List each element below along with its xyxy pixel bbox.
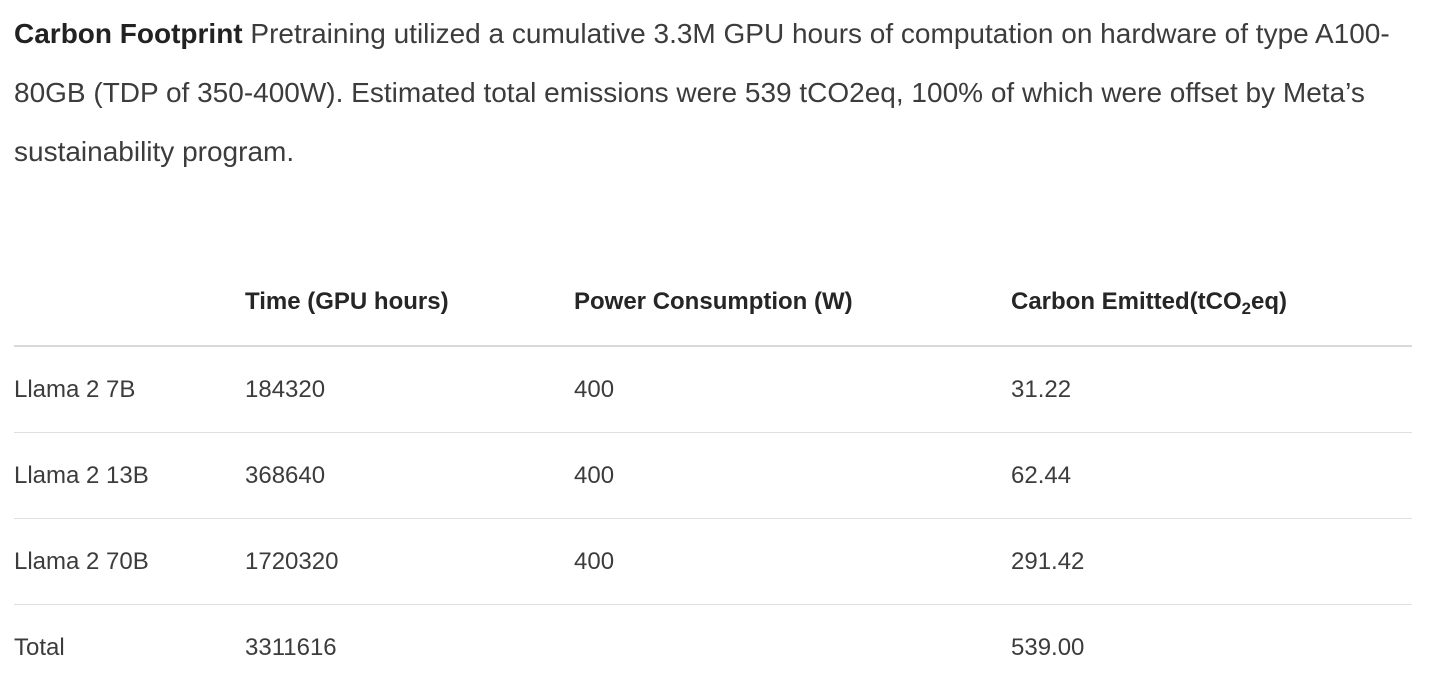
- header-power: Power Consumption (W): [574, 258, 1011, 347]
- header-time: Time (GPU hours): [245, 258, 574, 347]
- table-row: Llama 2 7B 184320 400 31.22: [14, 346, 1412, 433]
- cell-power: 400: [574, 432, 1011, 519]
- header-carbon-subscript: 2: [1241, 298, 1252, 318]
- cell-time: 184320: [245, 346, 574, 433]
- header-carbon-suffix: eq): [1251, 287, 1288, 315]
- cell-power: [574, 605, 1011, 690]
- header-model: [14, 258, 245, 347]
- carbon-emissions-table: Time (GPU hours) Power Consumption (W) C…: [14, 258, 1412, 690]
- cell-model: Llama 2 70B: [14, 518, 245, 605]
- cell-carbon: 31.22: [1011, 346, 1412, 433]
- table-header-row: Time (GPU hours) Power Consumption (W) C…: [14, 258, 1412, 347]
- cell-power: 400: [574, 518, 1011, 605]
- cell-model: Total: [14, 633, 65, 661]
- cell-carbon: 291.42: [1011, 518, 1412, 605]
- table-row: Llama 2 70B 1720320 400 291.42: [14, 518, 1412, 605]
- cell-carbon: 539.00: [1011, 633, 1085, 661]
- cell-time: 368640: [245, 432, 574, 519]
- table-row: Llama 2 13B 368640 400 62.44: [14, 432, 1412, 519]
- cell-time: 3311616: [245, 633, 337, 661]
- cell-model: Llama 2 7B: [14, 346, 245, 433]
- header-carbon-prefix: Carbon Emitted(tCO: [1011, 287, 1242, 315]
- cell-model: Llama 2 13B: [14, 432, 245, 519]
- cell-power: 400: [574, 346, 1011, 433]
- cell-time: 1720320: [245, 518, 574, 605]
- paragraph-lead: Carbon Footprint: [14, 18, 243, 49]
- table-row-total: Total 3311616 539.00: [14, 605, 1412, 690]
- cell-carbon: 62.44: [1011, 432, 1412, 519]
- paragraph-text: Pretraining utilized a cumulative 3.3M G…: [14, 18, 1390, 167]
- header-carbon: Carbon Emitted(tCO2eq): [1011, 258, 1412, 347]
- carbon-footprint-paragraph: Carbon Footprint Pretraining utilized a …: [14, 4, 1424, 181]
